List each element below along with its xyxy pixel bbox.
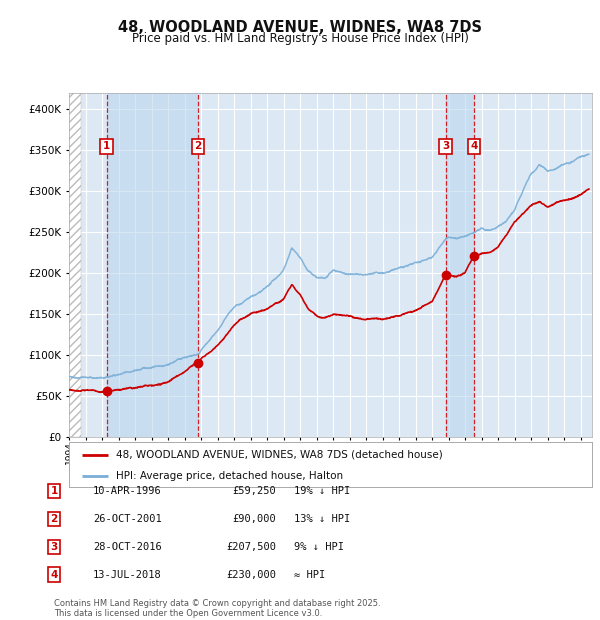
Text: £59,250: £59,250 [232, 486, 276, 496]
Text: £207,500: £207,500 [226, 542, 276, 552]
Text: 3: 3 [50, 542, 58, 552]
Text: 1: 1 [50, 486, 58, 496]
Text: 2: 2 [50, 514, 58, 524]
Text: 2: 2 [194, 141, 202, 151]
Text: 4: 4 [470, 141, 478, 151]
Text: 19% ↓ HPI: 19% ↓ HPI [294, 486, 350, 496]
Text: 13% ↓ HPI: 13% ↓ HPI [294, 514, 350, 524]
Text: Contains HM Land Registry data © Crown copyright and database right 2025.
This d: Contains HM Land Registry data © Crown c… [54, 599, 380, 618]
Text: 26-OCT-2001: 26-OCT-2001 [93, 514, 162, 524]
Text: HPI: Average price, detached house, Halton: HPI: Average price, detached house, Halt… [116, 471, 343, 480]
Text: 28-OCT-2016: 28-OCT-2016 [93, 542, 162, 552]
Text: £230,000: £230,000 [226, 570, 276, 580]
Text: 3: 3 [442, 141, 449, 151]
Text: ≈ HPI: ≈ HPI [294, 570, 325, 580]
Bar [69, 93, 80, 437]
Text: £90,000: £90,000 [232, 514, 276, 524]
Text: 48, WOODLAND AVENUE, WIDNES, WA8 7DS: 48, WOODLAND AVENUE, WIDNES, WA8 7DS [118, 20, 482, 35]
Text: 48, WOODLAND AVENUE, WIDNES, WA8 7DS (detached house): 48, WOODLAND AVENUE, WIDNES, WA8 7DS (de… [116, 450, 443, 459]
Text: 4: 4 [50, 570, 58, 580]
Bar [107, 93, 198, 437]
Text: 1: 1 [103, 141, 110, 151]
Text: Price paid vs. HM Land Registry's House Price Index (HPI): Price paid vs. HM Land Registry's House … [131, 32, 469, 45]
Bar [446, 93, 474, 437]
Text: 10-APR-1996: 10-APR-1996 [93, 486, 162, 496]
Text: 13-JUL-2018: 13-JUL-2018 [93, 570, 162, 580]
Text: 9% ↓ HPI: 9% ↓ HPI [294, 542, 344, 552]
